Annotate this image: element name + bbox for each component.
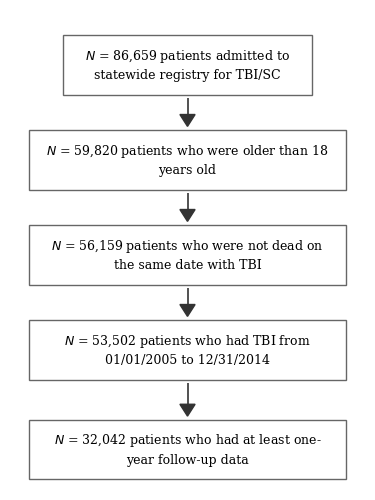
Polygon shape xyxy=(180,304,195,316)
Text: $\mathit{N}$ = 53,502 patients who had TBI from
01/01/2005 to 12/31/2014: $\mathit{N}$ = 53,502 patients who had T… xyxy=(64,332,311,367)
Bar xyxy=(29,225,346,284)
Bar xyxy=(63,35,312,94)
Polygon shape xyxy=(180,404,195,416)
Text: $\mathit{N}$ = 86,659 patients admitted to
statewide registry for TBI/SC: $\mathit{N}$ = 86,659 patients admitted … xyxy=(85,48,290,82)
Text: $\mathit{N}$ = 56,159 patients who were not dead on
the same date with TBI: $\mathit{N}$ = 56,159 patients who were … xyxy=(51,238,324,272)
Bar xyxy=(29,320,346,380)
Text: $\mathit{N}$ = 59,820 patients who were older than 18
years old: $\mathit{N}$ = 59,820 patients who were … xyxy=(46,142,329,177)
Bar xyxy=(29,130,346,190)
Text: $\mathit{N}$ = 32,042 patients who had at least one-
year follow-up data: $\mathit{N}$ = 32,042 patients who had a… xyxy=(54,432,321,467)
Bar xyxy=(29,420,346,480)
Polygon shape xyxy=(180,210,195,222)
Polygon shape xyxy=(180,114,195,126)
